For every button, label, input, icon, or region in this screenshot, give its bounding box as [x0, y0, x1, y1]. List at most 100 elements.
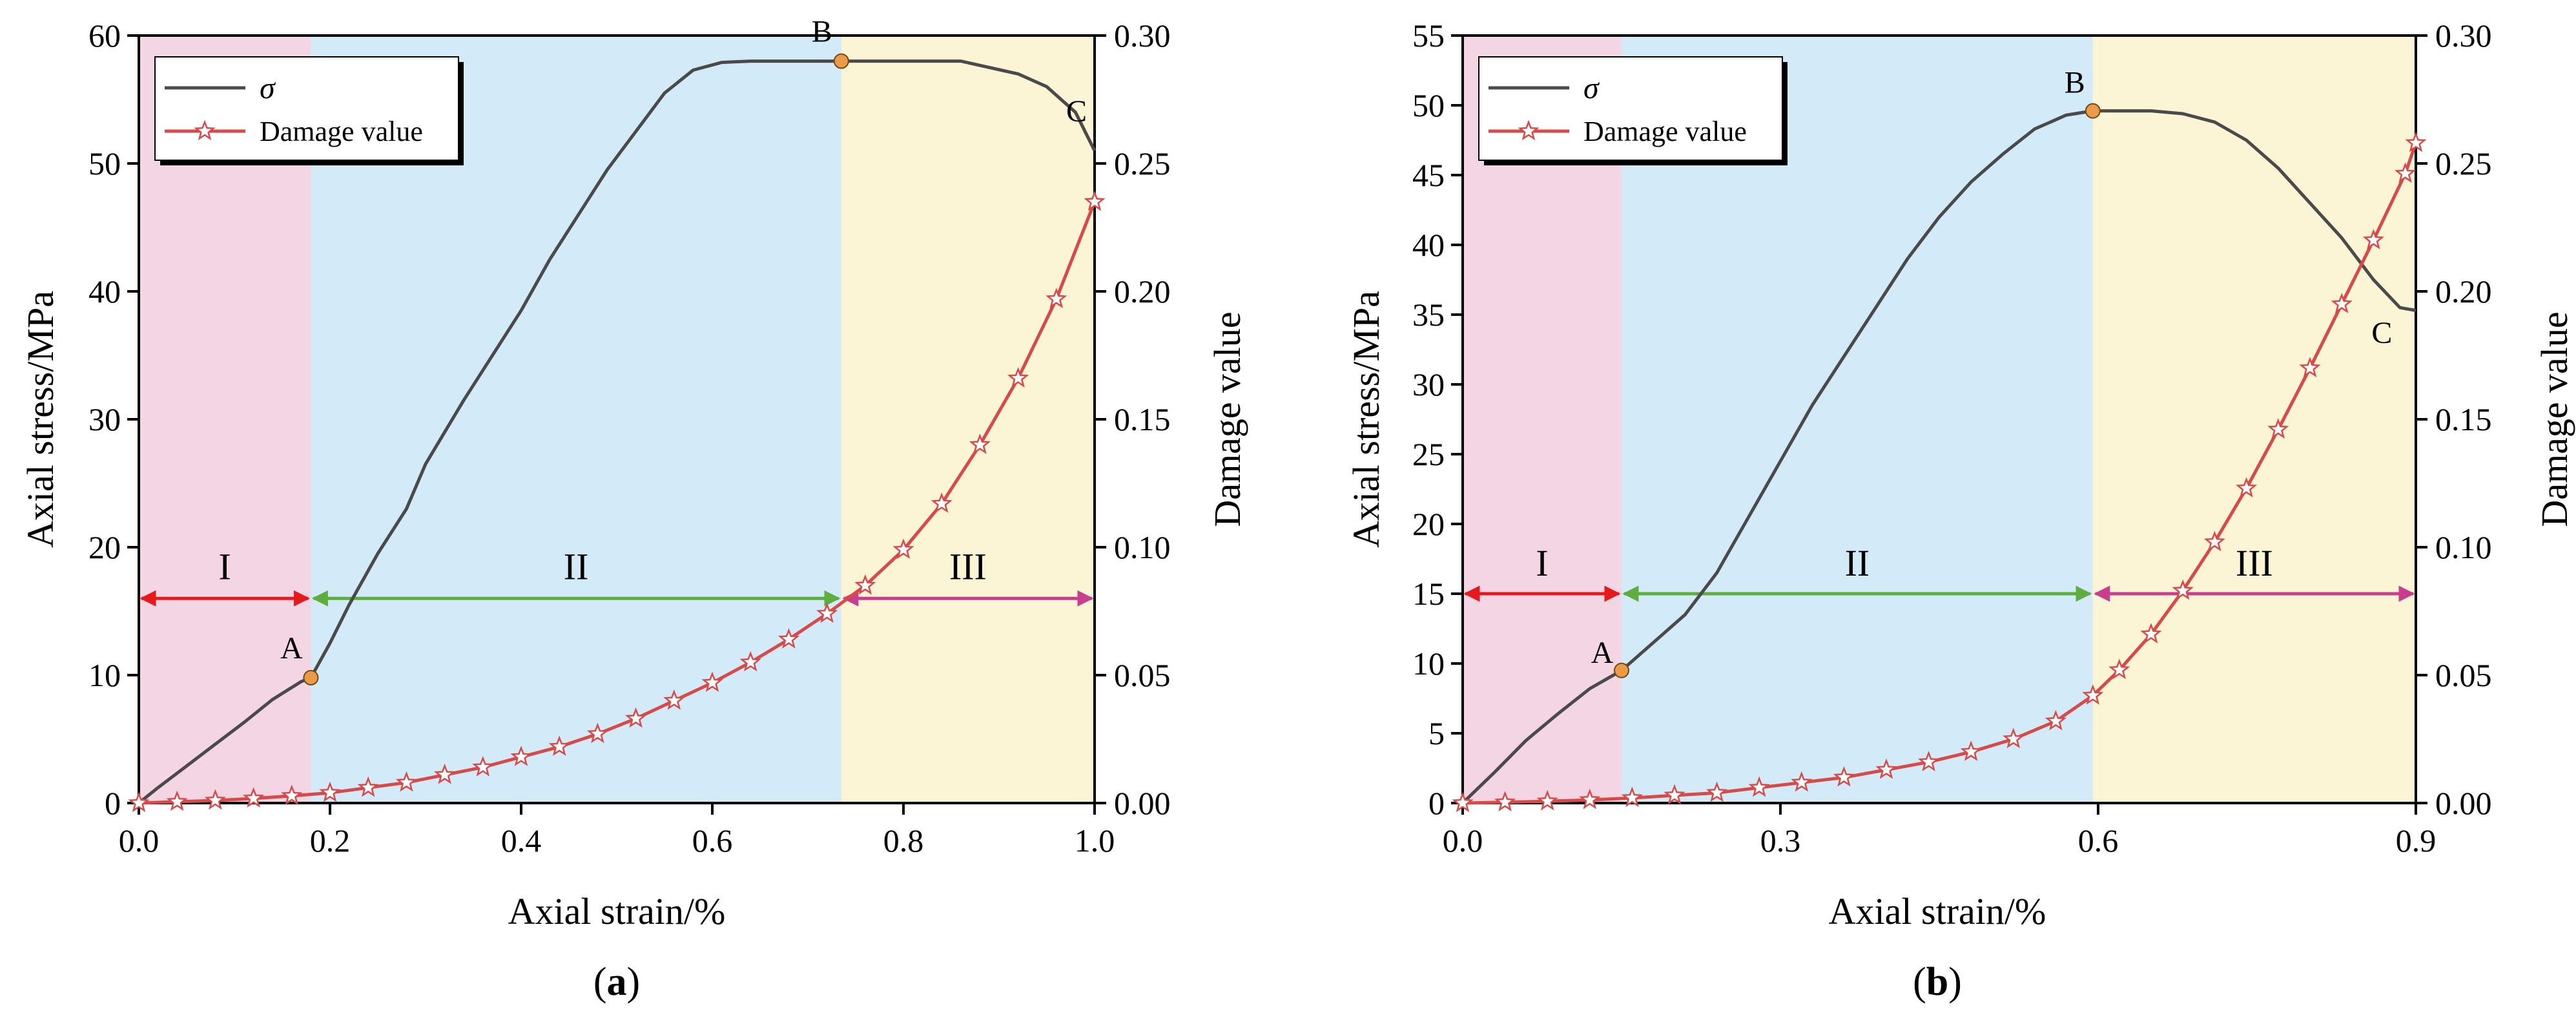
y-right-tick-label: 0.15: [2435, 401, 2492, 437]
y-left-tick-label: 50: [1412, 87, 1445, 123]
damage-point: [2172, 579, 2194, 600]
x-axis-label: Axial strain/%: [508, 890, 726, 932]
damage-point: [2082, 684, 2104, 705]
damage-point: [357, 776, 379, 797]
y-left-tick-label: 0: [105, 785, 121, 821]
damage-point: [2362, 229, 2384, 249]
damage-point: [778, 628, 800, 649]
stress-series-line: [138, 59, 1097, 804]
damage-point: [548, 735, 570, 757]
damage-point: [701, 671, 723, 693]
damage-point: [166, 790, 188, 811]
stage-label-2: II: [1845, 542, 1870, 584]
panel-label: (a): [593, 960, 640, 1004]
damage-point: [128, 791, 150, 813]
damage-point: [2045, 709, 2067, 731]
x-tick-label: 0.6: [2078, 822, 2119, 859]
point-B-label: B: [2065, 66, 2085, 100]
damage-point: [395, 771, 418, 792]
y-right-axis-label: Damage value: [1206, 311, 1248, 527]
panel-label-close: ): [627, 960, 641, 1004]
y-right-tick-label: 0.10: [2435, 529, 2492, 565]
legend-damage-marker: [1518, 120, 1540, 141]
stage-label-3: III: [949, 546, 987, 588]
damage-point: [1007, 367, 1029, 388]
y-left-tick-label: 10: [1412, 645, 1445, 682]
damage-point: [242, 787, 265, 808]
legend-stress-label: σ: [1583, 71, 1600, 105]
damage-point: [1960, 740, 1982, 761]
y-right-axis-label: Damage value: [2533, 311, 2575, 527]
chart-panel-a: 0.0 0.2 0.4 0.6 0.8 1.0 0 10 20 30 40 50 60 0.00 0.05 0…: [19, 15, 1248, 1004]
x-tick-label: 0.6: [692, 822, 733, 859]
legend-damage-label: Damage value: [260, 116, 423, 147]
damage-point: [319, 781, 341, 802]
panel-label-open: (: [593, 960, 607, 1004]
x-tick-label: 0.0: [1443, 822, 1483, 859]
damage-point: [2267, 418, 2289, 439]
damage-point: [433, 763, 456, 784]
y-right-tick-label: 0.30: [2435, 17, 2492, 54]
damage-point: [2394, 162, 2416, 183]
point-C-label: C: [1066, 94, 1087, 129]
y-right-tick-label: 0.10: [1114, 529, 1171, 565]
damage-point: [1833, 766, 1855, 787]
y-left-tick-label: 40: [1412, 227, 1445, 263]
damage-point: [281, 784, 303, 806]
y-right-tick-label: 0.00: [2435, 785, 2492, 821]
x-axis-label: Axial strain/%: [1829, 890, 2046, 932]
panel-label-open: (: [1913, 960, 1926, 1004]
y-right-tick-label: 0.05: [2435, 657, 2492, 693]
y-left-tick-label: 50: [88, 145, 121, 182]
damage-point: [1046, 287, 1067, 309]
point-A-label: A: [280, 631, 303, 665]
damage-point: [2140, 623, 2162, 643]
y-left-tick-label: 20: [1412, 506, 1445, 542]
damage-point: [1791, 771, 1813, 792]
legend-damage-marker: [194, 120, 216, 141]
y-right-tick-label: 0.25: [2435, 145, 2492, 182]
y-left-tick-label: 0: [1428, 785, 1445, 821]
point-A-label: A: [1591, 636, 1614, 670]
panel-label-letter: b: [1926, 960, 1948, 1004]
damage-point: [1494, 791, 1516, 811]
stage-label-3: III: [2236, 542, 2273, 584]
point-B-marker: [833, 53, 849, 69]
x-tick-label: 0.2: [310, 822, 351, 859]
damage-point: [1452, 791, 1474, 813]
x-tick-label: 0.3: [1760, 822, 1801, 859]
panel-label: (b): [1913, 960, 1962, 1004]
point-B-label: B: [812, 15, 832, 49]
damage-point: [816, 602, 838, 623]
y-right-tick-label: 0.15: [1114, 401, 1171, 437]
damage-point: [2235, 477, 2258, 498]
y-left-tick-label: 55: [1412, 17, 1445, 54]
legend-box: [1478, 56, 1783, 161]
damage-point: [2405, 131, 2427, 152]
stage-label-1: I: [1536, 542, 1548, 584]
damage-point: [2003, 727, 2025, 749]
y-right-tick-label: 0.20: [2435, 273, 2492, 309]
point-A-marker: [1614, 662, 1629, 678]
damage-point: [1084, 190, 1106, 211]
y-left-tick-label: 10: [88, 657, 121, 693]
damage-point: [1579, 788, 1601, 810]
y-left-tick-label: 30: [1412, 366, 1445, 402]
x-tick-label: 0.4: [501, 822, 542, 859]
y-left-tick-label: 60: [88, 17, 121, 54]
damage-point: [2299, 357, 2321, 377]
damage-point: [892, 538, 914, 559]
stage-label-2: II: [564, 546, 589, 588]
legend-stress-label: σ: [260, 71, 276, 105]
damage-point: [854, 574, 876, 595]
stage-label-1: I: [219, 546, 231, 588]
damage-point: [2203, 530, 2226, 552]
x-tick-label: 1.0: [1075, 822, 1115, 859]
y-left-tick-label: 15: [1412, 576, 1445, 612]
legend-damage-label: Damage value: [1583, 116, 1747, 147]
panel-label-close: ): [1948, 960, 1962, 1004]
point-C-label: C: [2371, 316, 2392, 350]
y-left-tick-label: 25: [1412, 436, 1445, 472]
damage-point: [739, 651, 761, 672]
